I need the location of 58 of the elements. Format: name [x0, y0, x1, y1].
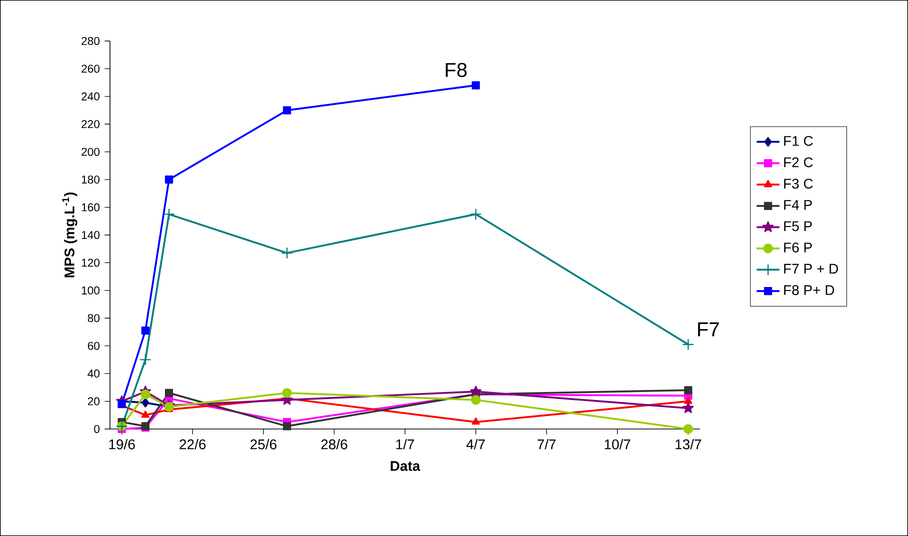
legend-label: F1 C [784, 136, 813, 146]
x-tick-label: 19/6 [109, 439, 135, 450]
annotation: F7 [698, 322, 719, 336]
point [682, 338, 694, 350]
x-tick-label: 25/6 [250, 439, 276, 450]
legend-label: F8 P+ D [784, 285, 834, 296]
x-tick-label: 4/7 [466, 439, 485, 450]
point [683, 424, 694, 434]
y-tick-label: 260 [82, 64, 100, 73]
x-tick-label: 28/6 [321, 439, 348, 450]
annotation: F8 [446, 62, 467, 78]
point [141, 410, 150, 418]
point [282, 388, 292, 398]
y-tick-label: 80 [88, 314, 100, 322]
legend-label: F2 C [784, 157, 813, 168]
y-tick-label: 0 [94, 424, 100, 433]
y-tick-label: 220 [82, 120, 100, 128]
point [684, 396, 692, 404]
y-tick-label: 120 [82, 258, 100, 267]
point [141, 326, 150, 335]
x-tick-label: 7/7 [538, 439, 556, 450]
x-tick-label: 22/6 [180, 439, 206, 450]
point [470, 208, 482, 220]
point [142, 398, 150, 408]
point [282, 106, 292, 114]
point [684, 386, 692, 394]
y-tick-label: 40 [88, 370, 100, 378]
y-tick-label: 280 [82, 36, 100, 46]
legend-label: F6 P [784, 242, 812, 252]
point [470, 395, 481, 405]
x-tick-label: 1/7 [396, 439, 414, 450]
y-axis-title: MPS (mg.L$^{-1}$) [62, 192, 78, 278]
point [682, 402, 694, 414]
legend-label: F4 P [784, 200, 812, 210]
y-tick-label: 180 [82, 176, 100, 184]
point [470, 386, 482, 396]
point [472, 417, 480, 425]
point [164, 388, 174, 398]
point [139, 354, 152, 366]
y-tick-label: 160 [82, 203, 100, 212]
point [281, 247, 293, 259]
point [282, 422, 292, 430]
y-tick-label: 200 [82, 148, 100, 156]
legend-label: F7 P + D [784, 264, 838, 274]
point [163, 208, 175, 220]
y-tick-label: 140 [82, 230, 100, 239]
legend-label: F3 C [784, 178, 813, 189]
legend-label: F5 P [784, 221, 812, 232]
x-tick-label: 13/7 [676, 439, 702, 450]
x-axis-title: Data [390, 461, 420, 471]
y-tick-label: 60 [88, 342, 100, 350]
x-tick-label: 10/7 [604, 439, 630, 450]
y-tick-label: 240 [82, 92, 100, 100]
point [472, 81, 480, 90]
point [164, 176, 174, 184]
y-tick-label: 100 [82, 286, 100, 294]
y-tick-label: 20 [88, 397, 100, 406]
point [140, 389, 150, 400]
